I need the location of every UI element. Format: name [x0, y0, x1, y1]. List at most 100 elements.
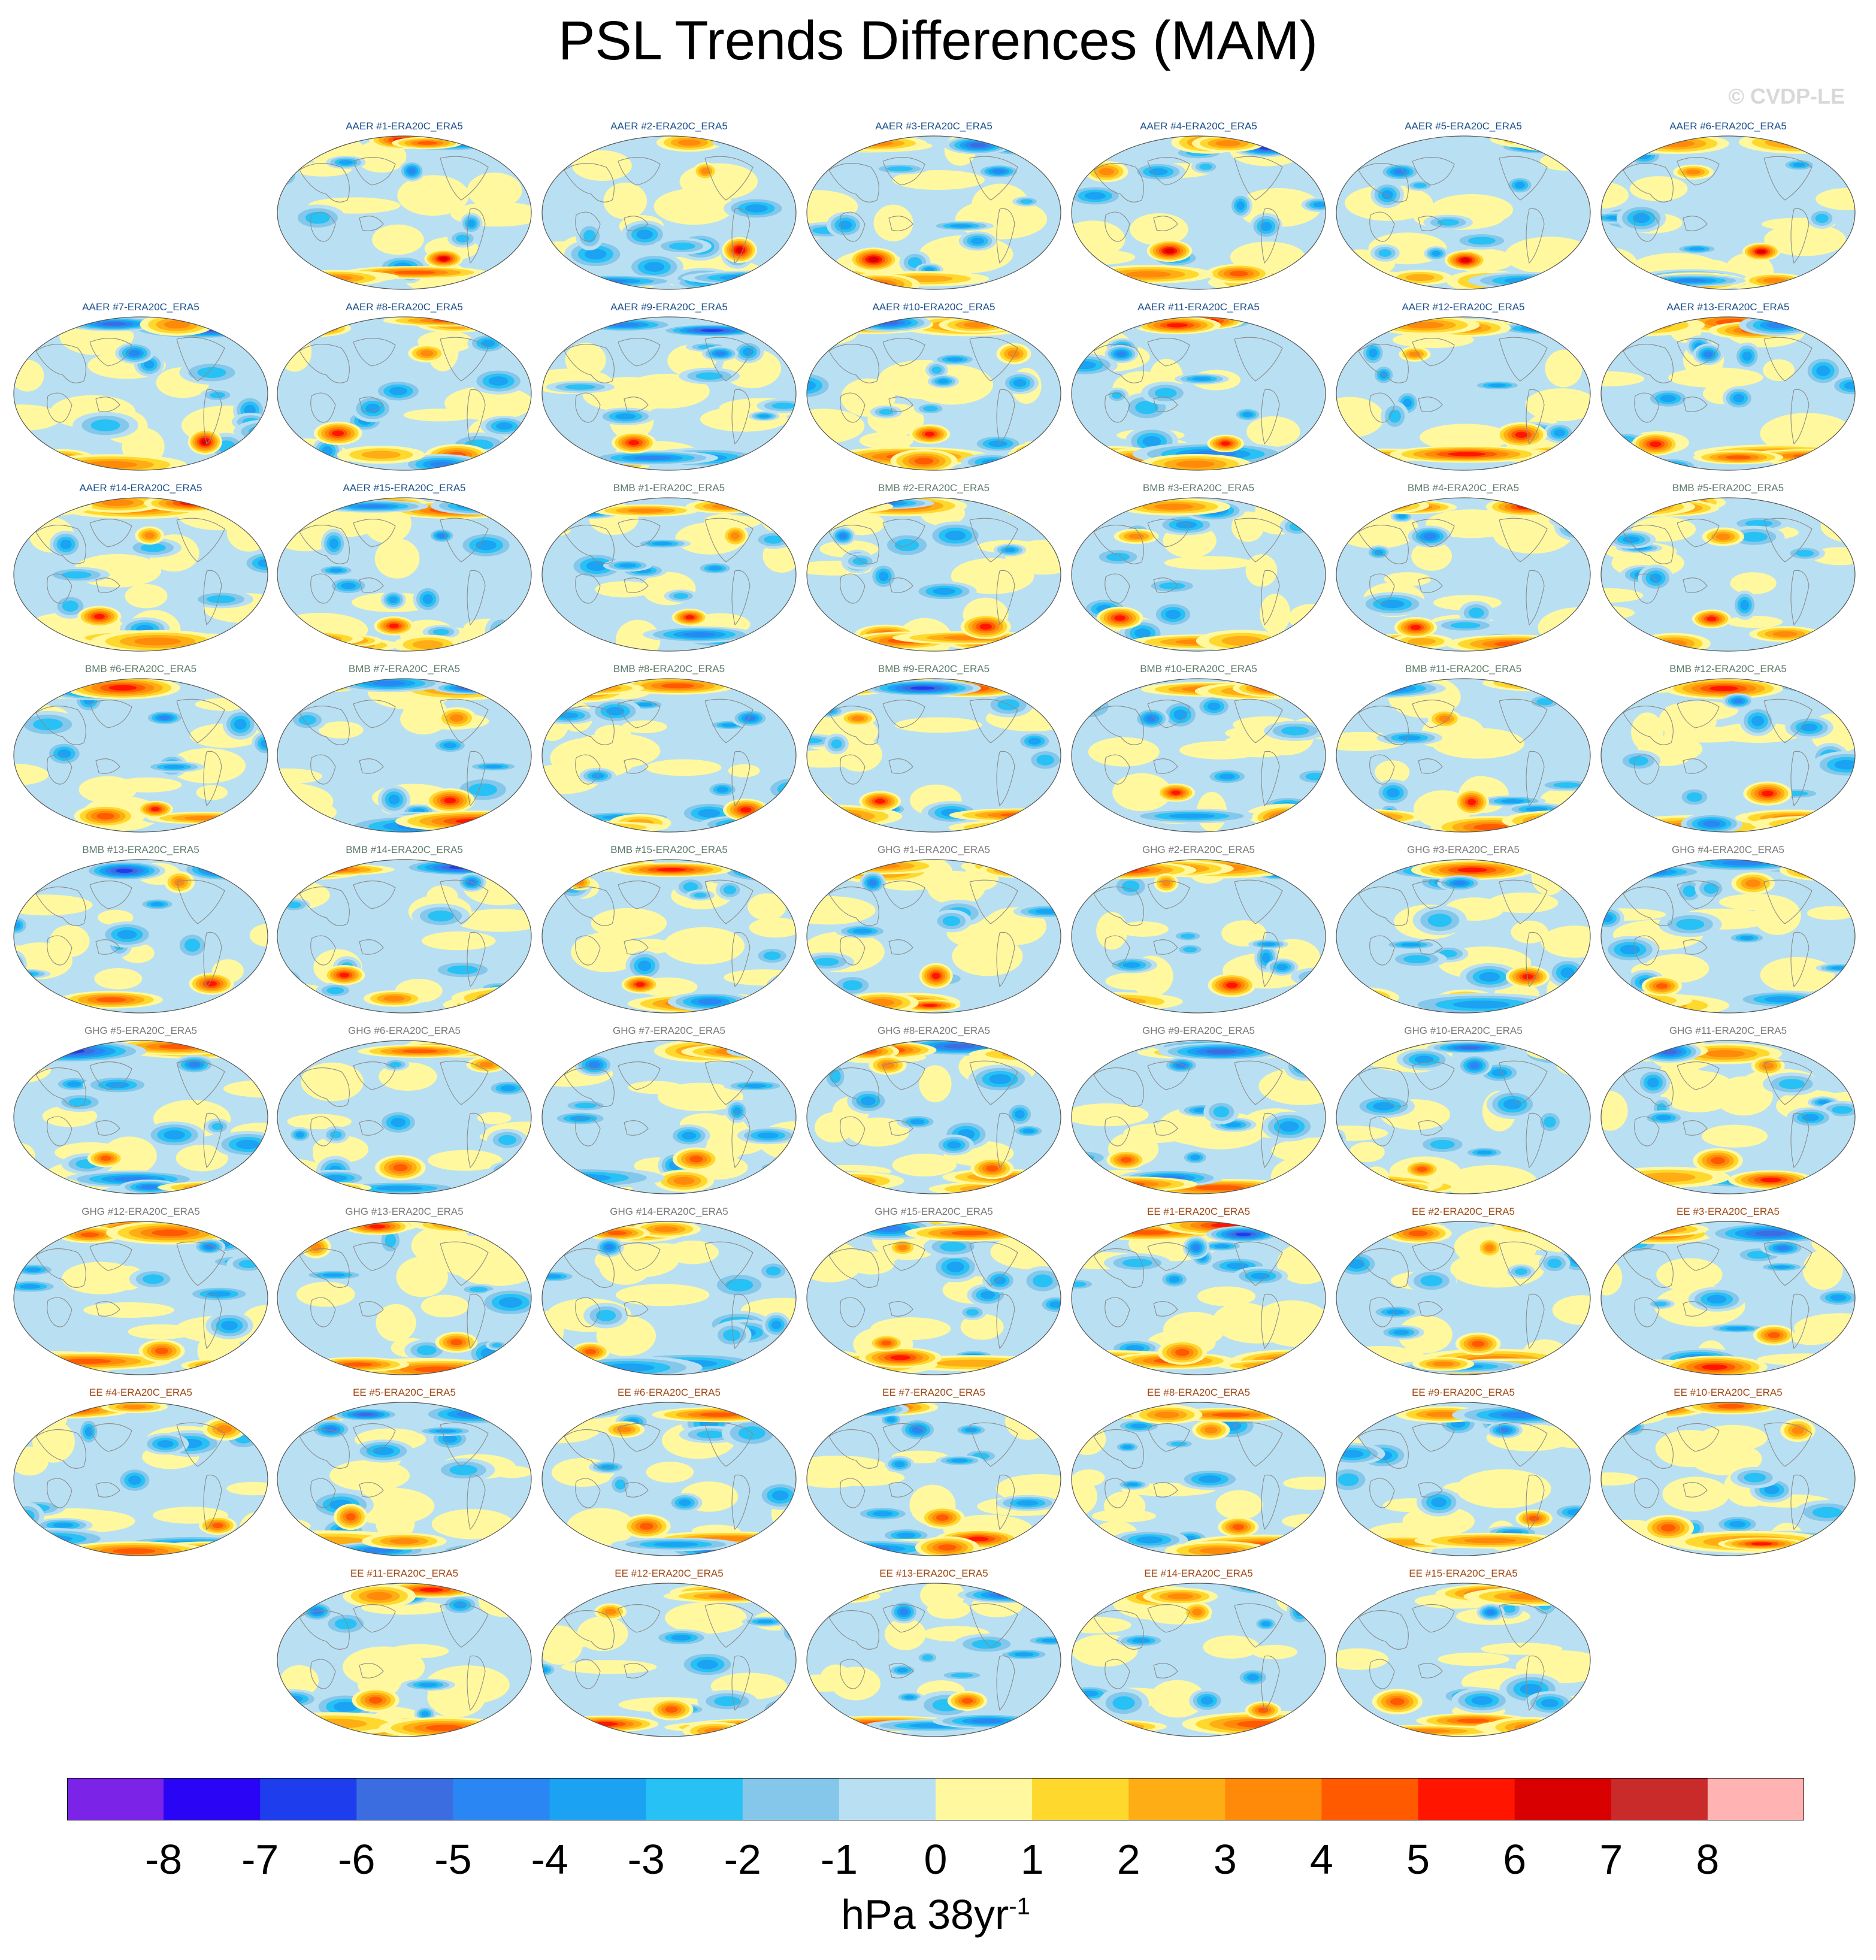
- panel-title: AAER #7-ERA20C_ERA5: [82, 301, 199, 313]
- field-layer: [14, 1402, 268, 1556]
- coastline-segment: [467, 751, 486, 807]
- trend-contour: [482, 1227, 531, 1239]
- trend-contour: [1520, 860, 1590, 873]
- trend-contour: [542, 861, 553, 866]
- trend-contour: [140, 543, 166, 552]
- coastline-segment: [1418, 758, 1443, 774]
- map-outline: [541, 316, 797, 471]
- trend-contour: [1336, 680, 1390, 694]
- coastlines: [35, 879, 225, 988]
- coastline-segment: [310, 1116, 336, 1147]
- trend-contour: [277, 975, 289, 985]
- coastline-segment: [299, 344, 350, 383]
- trend-contour: [1149, 168, 1168, 176]
- coastline-segment: [176, 1241, 225, 1286]
- trend-contour: [1411, 541, 1452, 571]
- panel-title: BMB #4-ERA20C_ERA5: [1407, 482, 1520, 494]
- trend-contour: [14, 317, 63, 335]
- field-layer: [1336, 1041, 1590, 1194]
- trend-contour: [1559, 513, 1590, 528]
- trend-contour: [1169, 1276, 1180, 1283]
- trend-contour: [1527, 136, 1590, 151]
- trend-contour: [1089, 866, 1150, 874]
- trend-contour: [1742, 351, 1752, 361]
- coastline-segment: [1683, 216, 1708, 231]
- trend-contour: [1448, 452, 1485, 456]
- coastline-segment: [1369, 935, 1395, 966]
- coastline-segment: [969, 518, 1018, 562]
- trend-contour: [134, 637, 181, 646]
- coastlines: [1358, 698, 1548, 807]
- trend-contour: [396, 1256, 448, 1297]
- coastline-segment: [1147, 157, 1190, 186]
- trend-contour: [542, 1045, 573, 1062]
- panel-map: [541, 1221, 797, 1375]
- coastline-segment: [89, 1423, 132, 1452]
- trend-contour: [365, 403, 380, 413]
- trend-contour: [356, 504, 389, 509]
- coastline-segment: [467, 208, 486, 264]
- trend-contour: [578, 461, 614, 469]
- trend-contour: [740, 1046, 796, 1057]
- trend-contour: [1350, 1044, 1379, 1053]
- panel-title: GHG #10-ERA20C_ERA5: [1404, 1025, 1523, 1036]
- trend-contour: [779, 997, 796, 1005]
- trend-contour: [62, 571, 92, 579]
- trend-contour: [724, 820, 768, 829]
- trend-contour: [237, 866, 268, 873]
- trend-contour: [1176, 461, 1215, 468]
- trend-contour: [14, 455, 50, 470]
- trend-contour: [1020, 199, 1033, 204]
- panel-title: GHG #11-ERA20C_ERA5: [1669, 1025, 1787, 1036]
- trend-contour: [211, 1123, 223, 1130]
- coastline-segment: [1412, 1061, 1455, 1090]
- trend-contour: [509, 1360, 526, 1366]
- trend-contour: [1336, 992, 1373, 1003]
- coastline-segment: [1147, 519, 1190, 548]
- coastlines: [564, 1060, 754, 1169]
- trend-contour: [14, 1063, 34, 1067]
- trend-contour: [1557, 140, 1590, 147]
- map-panel: AAER #14-ERA20C_ERA5: [12, 482, 270, 661]
- trend-contour: [1601, 687, 1634, 708]
- trend-contour: [238, 821, 264, 830]
- trend-contour: [443, 742, 457, 749]
- trend-contour: [1414, 1055, 1434, 1063]
- trend-contour: [412, 640, 444, 649]
- trend-contour: [1192, 1244, 1200, 1251]
- trend-contour: [1740, 600, 1750, 610]
- trend-contour: [542, 860, 571, 870]
- trend-contour: [314, 683, 334, 687]
- trend-contour: [1601, 987, 1630, 1006]
- trend-contour: [1764, 996, 1799, 1003]
- field-layer: [277, 317, 531, 470]
- field-layer: [14, 498, 268, 651]
- coastline-segment: [47, 935, 72, 966]
- coastline-segment: [1418, 939, 1443, 955]
- field-layer: [1072, 860, 1326, 1013]
- coastline-segment: [353, 700, 396, 728]
- coastlines: [828, 698, 1018, 807]
- coastlines: [1093, 156, 1283, 264]
- map-panel: GHG #9-ERA20C_ERA5: [1070, 1024, 1327, 1204]
- trend-contour: [300, 868, 337, 872]
- trend-contour: [993, 825, 1042, 830]
- coastline-segment: [1234, 698, 1283, 743]
- trend-contour: [1601, 143, 1654, 150]
- coastline-segment: [1683, 577, 1708, 593]
- coastline-segment: [575, 935, 601, 966]
- trend-contour: [780, 680, 796, 690]
- trend-contour: [622, 374, 710, 409]
- trend-contour: [1019, 143, 1048, 148]
- map-outline: [1071, 859, 1326, 1014]
- trend-contour: [252, 518, 264, 526]
- trend-contour: [1647, 461, 1689, 470]
- trend-contour: [1072, 1005, 1111, 1011]
- trend-contour: [1620, 945, 1640, 955]
- trend-contour: [1494, 641, 1533, 647]
- trend-contour: [694, 893, 707, 898]
- coastline-segment: [996, 1293, 1015, 1350]
- trend-contour: [945, 530, 966, 541]
- trend-contour: [1650, 441, 1662, 447]
- coastline-segment: [1763, 1060, 1813, 1105]
